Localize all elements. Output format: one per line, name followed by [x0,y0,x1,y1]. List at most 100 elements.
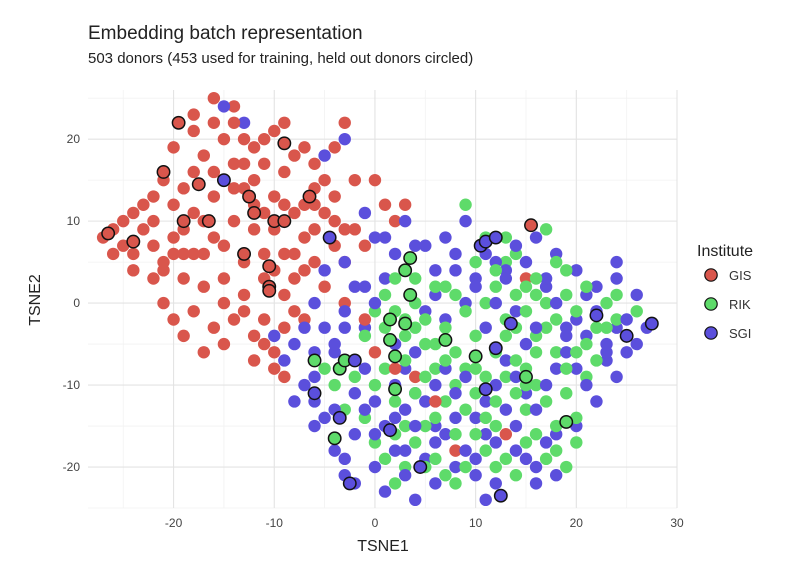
data-point-gis [127,247,140,261]
data-point-sgi [278,354,291,367]
data-point-sgi [358,206,372,220]
data-point-gis [318,280,331,293]
data-point-gis [187,305,200,318]
held-out-point-gis [242,189,257,204]
data-point-gis [137,198,150,211]
data-point-sgi [398,403,412,416]
data-point-gis [127,264,140,277]
data-point-sgi [570,362,583,375]
data-point-sgi [620,313,633,326]
held-out-point-rik [307,353,322,368]
data-point-rik [398,354,412,367]
data-point-gis [368,346,382,359]
data-point-gis [207,91,221,105]
data-point-sgi [479,395,492,408]
data-point-gis [348,173,362,187]
data-point-rik [429,280,442,293]
data-point-sgi [489,436,502,449]
data-point-rik [358,329,372,343]
held-out-point-rik [398,316,413,331]
data-point-sgi [338,452,351,466]
data-point-rik [489,419,502,433]
data-point-gis [449,444,462,457]
data-point-gis [106,247,120,261]
data-point-sgi [409,419,422,433]
data-point-sgi [479,321,492,334]
data-point-sgi [288,395,301,408]
data-point-sgi [388,411,402,425]
data-point-rik [529,272,543,285]
data-point-sgi [459,444,472,457]
legend-key-gis [704,268,718,282]
data-point-rik [630,305,643,318]
data-point-gis [288,206,301,220]
data-point-sgi [378,231,392,244]
data-point-gis [237,288,251,302]
legend-label-sgi: SGI [729,326,751,341]
data-point-gis [268,124,281,138]
chart-subtitle: 503 donors (453 used for training, held … [88,50,473,67]
data-point-gis [147,214,160,228]
data-point-rik [449,428,462,441]
data-point-sgi [338,132,351,146]
data-point-gis [328,214,341,228]
data-point-gis [288,272,301,285]
data-point-sgi [560,346,573,359]
data-point-rik [439,469,452,482]
data-point-rik [479,370,492,384]
data-point-rik [439,395,452,408]
data-point-gis [217,337,231,351]
data-point-gis [187,165,200,179]
data-point-rik [560,264,573,277]
data-point-gis [409,370,422,384]
data-point-gis [388,362,402,375]
held-out-point-rik [398,263,413,278]
data-point-rik [499,329,513,343]
data-point-rik [570,305,583,318]
data-point-rik [560,288,573,302]
held-out-point-sgi [488,230,503,245]
data-point-sgi [298,321,311,334]
y-tick-label: 10 [67,214,81,228]
data-point-gis [177,329,190,343]
data-point-gis [147,190,160,203]
data-point-gis [298,231,311,244]
data-point-rik [539,296,553,310]
data-point-sgi [590,395,603,408]
data-point-sgi [328,337,341,351]
data-points [96,91,659,507]
data-point-gis [167,313,180,326]
data-point-gis [278,370,291,384]
data-point-gis [247,354,261,367]
data-point-sgi [539,272,553,285]
data-point-gis [247,173,261,187]
data-point-gis [368,173,382,187]
held-out-point-sgi [322,230,337,245]
data-point-gis [167,231,180,244]
data-point-rik [549,419,563,433]
data-point-gis [167,247,180,261]
data-point-sgi [499,272,513,285]
data-point-sgi [469,280,482,293]
held-out-point-sgi [347,353,362,368]
data-point-gis [328,190,341,203]
data-point-sgi [318,411,331,425]
held-out-point-sgi [216,173,231,188]
data-point-sgi [529,477,543,490]
data-point-sgi [409,346,422,359]
data-point-rik [439,354,452,367]
x-tick-label: 0 [372,516,379,530]
data-point-rik [398,419,412,433]
data-point-gis [217,272,231,285]
data-point-rik [419,313,432,326]
data-point-gis [268,346,281,359]
data-point-sgi [509,239,523,252]
x-tick-label: 20 [570,516,584,530]
held-out-point-gis [156,165,171,179]
held-out-point-rik [327,431,342,446]
data-point-sgi [630,337,643,351]
data-point-gis [177,182,190,195]
data-point-sgi [368,296,382,310]
held-out-point-rik [383,312,398,327]
held-out-point-rik [388,349,403,364]
